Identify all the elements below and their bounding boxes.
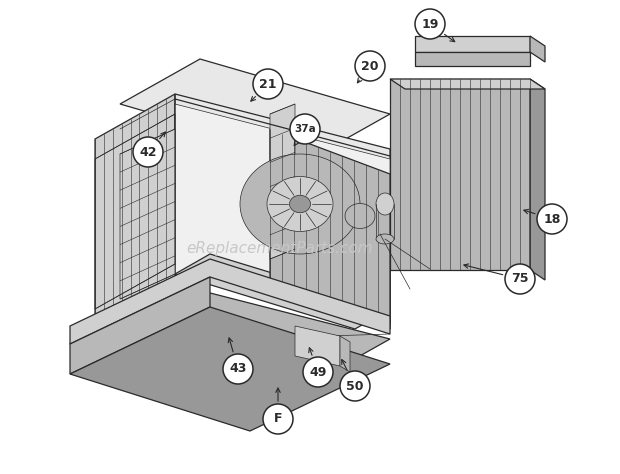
- Text: 37a: 37a: [294, 124, 316, 134]
- Text: 50: 50: [346, 380, 364, 392]
- Polygon shape: [295, 326, 340, 366]
- Text: 75: 75: [512, 273, 529, 285]
- Polygon shape: [530, 79, 545, 280]
- Polygon shape: [70, 277, 210, 374]
- Text: 49: 49: [309, 365, 327, 379]
- Circle shape: [253, 69, 283, 99]
- Ellipse shape: [267, 176, 333, 231]
- Polygon shape: [415, 36, 530, 52]
- Ellipse shape: [376, 193, 394, 215]
- Polygon shape: [70, 307, 390, 431]
- Circle shape: [537, 204, 567, 234]
- Circle shape: [355, 51, 385, 81]
- Polygon shape: [120, 129, 175, 299]
- Text: 21: 21: [259, 78, 277, 91]
- Circle shape: [303, 357, 333, 387]
- Ellipse shape: [376, 234, 394, 244]
- Ellipse shape: [345, 203, 375, 228]
- Text: 43: 43: [229, 363, 247, 375]
- Polygon shape: [175, 104, 390, 329]
- Text: 42: 42: [140, 146, 157, 158]
- Circle shape: [340, 371, 370, 401]
- Polygon shape: [415, 52, 530, 66]
- Text: F: F: [274, 412, 282, 426]
- Polygon shape: [390, 79, 530, 270]
- Ellipse shape: [290, 195, 311, 213]
- Polygon shape: [530, 36, 545, 62]
- Polygon shape: [175, 94, 390, 329]
- Text: 18: 18: [543, 212, 560, 226]
- Circle shape: [505, 264, 535, 294]
- Polygon shape: [270, 104, 295, 259]
- Text: eReplacementParts.com: eReplacementParts.com: [187, 241, 373, 256]
- Polygon shape: [390, 79, 545, 89]
- Polygon shape: [340, 336, 350, 372]
- Text: 20: 20: [361, 60, 379, 73]
- Text: 19: 19: [422, 18, 439, 30]
- Ellipse shape: [240, 154, 360, 254]
- Polygon shape: [175, 254, 390, 329]
- Circle shape: [290, 114, 320, 144]
- Circle shape: [415, 9, 445, 39]
- Polygon shape: [270, 129, 390, 324]
- Circle shape: [223, 354, 253, 384]
- Polygon shape: [70, 259, 390, 344]
- Polygon shape: [95, 94, 175, 329]
- Circle shape: [133, 137, 163, 167]
- Polygon shape: [120, 59, 390, 159]
- Circle shape: [263, 404, 293, 434]
- Polygon shape: [95, 284, 390, 384]
